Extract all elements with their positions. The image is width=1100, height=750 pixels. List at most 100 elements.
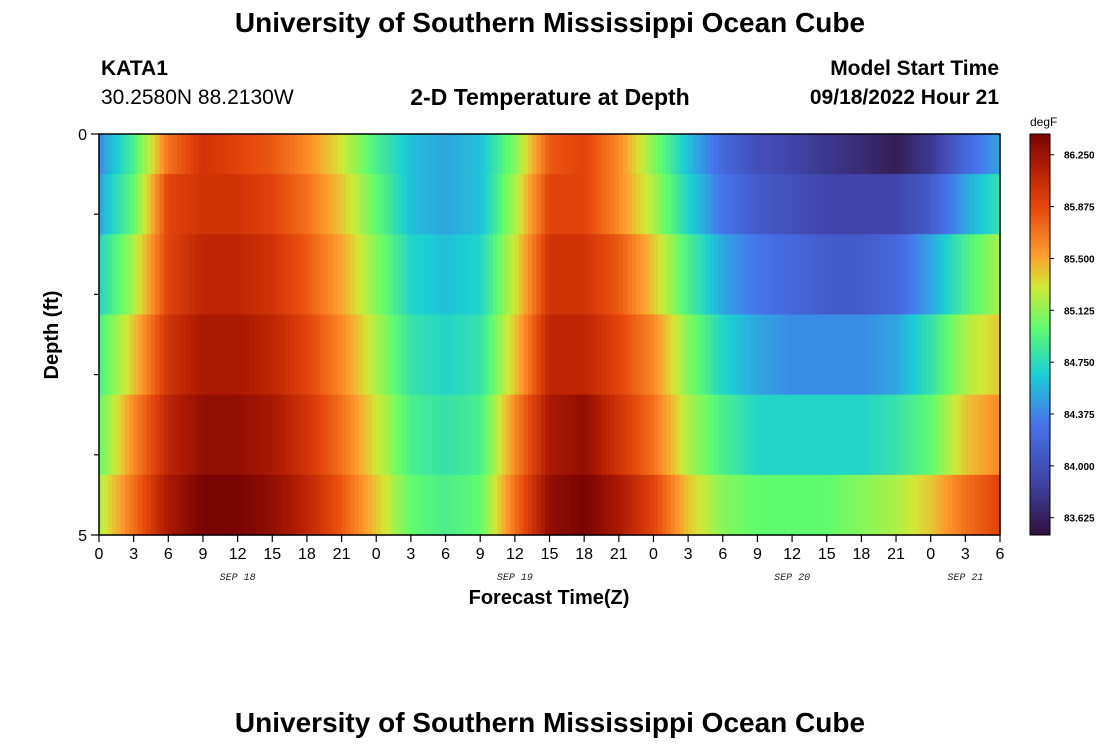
heatmap-cell xyxy=(389,234,395,316)
heatmap-cell xyxy=(163,474,169,536)
heatmap-cell xyxy=(276,474,282,536)
heatmap-cell xyxy=(701,394,707,476)
heatmap-cell xyxy=(601,394,607,476)
heatmap-cell xyxy=(744,474,750,536)
heatmap-cell xyxy=(241,394,247,476)
heatmap-cell xyxy=(917,474,923,536)
heatmap-cell xyxy=(137,474,143,536)
x-tick-label: 3 xyxy=(961,546,970,563)
heatmap-cell xyxy=(358,174,364,235)
heatmap-cell xyxy=(835,474,841,536)
heatmap-cell xyxy=(995,174,1001,235)
heatmap-cell xyxy=(215,394,221,476)
heatmap-cell xyxy=(666,134,672,175)
heatmap-cell xyxy=(124,174,130,235)
heatmap-cell xyxy=(644,174,650,235)
heatmap-cell xyxy=(423,174,429,235)
heatmap-cell xyxy=(553,134,559,175)
heatmap-cell xyxy=(952,474,958,536)
heatmap-cell xyxy=(176,394,182,476)
heatmap-cell xyxy=(818,394,823,476)
heatmap-cell xyxy=(367,314,373,396)
heatmap-cell xyxy=(787,394,793,476)
heatmap-cell xyxy=(224,474,230,536)
heatmap-cell xyxy=(293,474,299,536)
heatmap-cell xyxy=(653,474,659,536)
heatmap-cell xyxy=(432,134,438,175)
heatmap-cell xyxy=(579,234,585,316)
heatmap-cell xyxy=(142,394,148,476)
colorbar-tick-label: 85.875 xyxy=(1064,203,1095,214)
heatmap-cell xyxy=(688,174,694,235)
heatmap-cell xyxy=(987,314,992,396)
heatmap-cell xyxy=(943,134,949,175)
heatmap-cell xyxy=(878,474,884,536)
heatmap-cell xyxy=(965,174,971,235)
x-date-label: SEP 20 xyxy=(774,573,810,584)
heatmap-cell xyxy=(861,174,867,235)
heatmap-cell xyxy=(848,474,854,536)
heatmap-cell xyxy=(354,234,360,316)
heatmap-cell xyxy=(441,394,447,476)
heatmap-cell xyxy=(839,134,845,175)
heatmap-cell xyxy=(215,174,221,235)
heatmap-cell xyxy=(488,174,494,235)
heatmap-cell xyxy=(475,134,481,175)
heatmap-cell xyxy=(133,394,139,476)
heatmap-cell xyxy=(168,474,174,536)
heatmap-cell xyxy=(107,234,113,316)
heatmap-cell xyxy=(519,394,525,476)
heatmap-cell xyxy=(328,314,334,396)
heatmap-cell xyxy=(779,314,785,396)
heatmap-cell xyxy=(675,394,681,476)
heatmap-cell xyxy=(558,474,564,536)
heatmap-cell xyxy=(267,394,273,476)
heatmap-cell xyxy=(536,314,542,396)
heatmap-cell xyxy=(696,174,702,235)
heatmap-cell xyxy=(185,174,191,235)
heatmap-cell xyxy=(761,134,767,175)
heatmap-cell xyxy=(779,174,785,235)
heatmap-cell xyxy=(341,234,347,316)
heatmap-cell xyxy=(692,314,698,396)
heatmap-cell xyxy=(692,234,698,316)
heatmap-cell xyxy=(233,134,239,175)
x-tick-label: 21 xyxy=(610,546,628,563)
heatmap-cell xyxy=(722,174,728,235)
heatmap-cell xyxy=(116,314,122,396)
heatmap-cell xyxy=(757,314,763,396)
heatmap-cell xyxy=(631,474,637,536)
heatmap-cell xyxy=(423,134,429,175)
heatmap-cell xyxy=(480,234,486,316)
heatmap-cell xyxy=(324,234,330,316)
heatmap-cell xyxy=(146,394,152,476)
heatmap-cell xyxy=(319,314,325,396)
heatmap-cell xyxy=(462,474,468,536)
heatmap-cell xyxy=(735,474,741,536)
heatmap-cell xyxy=(813,314,819,396)
heatmap-cell xyxy=(718,314,724,396)
heatmap-cell xyxy=(826,314,832,396)
heatmap-cell xyxy=(800,174,806,235)
heatmap-cell xyxy=(393,314,399,396)
heatmap-cell xyxy=(419,174,425,235)
heatmap-cell xyxy=(484,474,490,536)
heatmap-cells xyxy=(99,134,1001,536)
heatmap-cell xyxy=(753,314,759,396)
heatmap-cell xyxy=(419,314,425,396)
heatmap-cell xyxy=(727,134,733,175)
heatmap-cell xyxy=(571,134,577,175)
heatmap-cell xyxy=(865,394,871,476)
heatmap-cell xyxy=(267,314,273,396)
heatmap-cell xyxy=(363,174,369,235)
heatmap-cell xyxy=(917,174,923,235)
heatmap-cell xyxy=(948,314,953,396)
heatmap-cell xyxy=(774,234,780,316)
heatmap-cell xyxy=(779,234,785,316)
heatmap-cell xyxy=(237,394,243,476)
heatmap-cell xyxy=(779,394,785,476)
heatmap-cell xyxy=(497,394,503,476)
heatmap-cell xyxy=(328,474,334,536)
heatmap-cell xyxy=(956,174,962,235)
heatmap-cell xyxy=(306,134,312,175)
